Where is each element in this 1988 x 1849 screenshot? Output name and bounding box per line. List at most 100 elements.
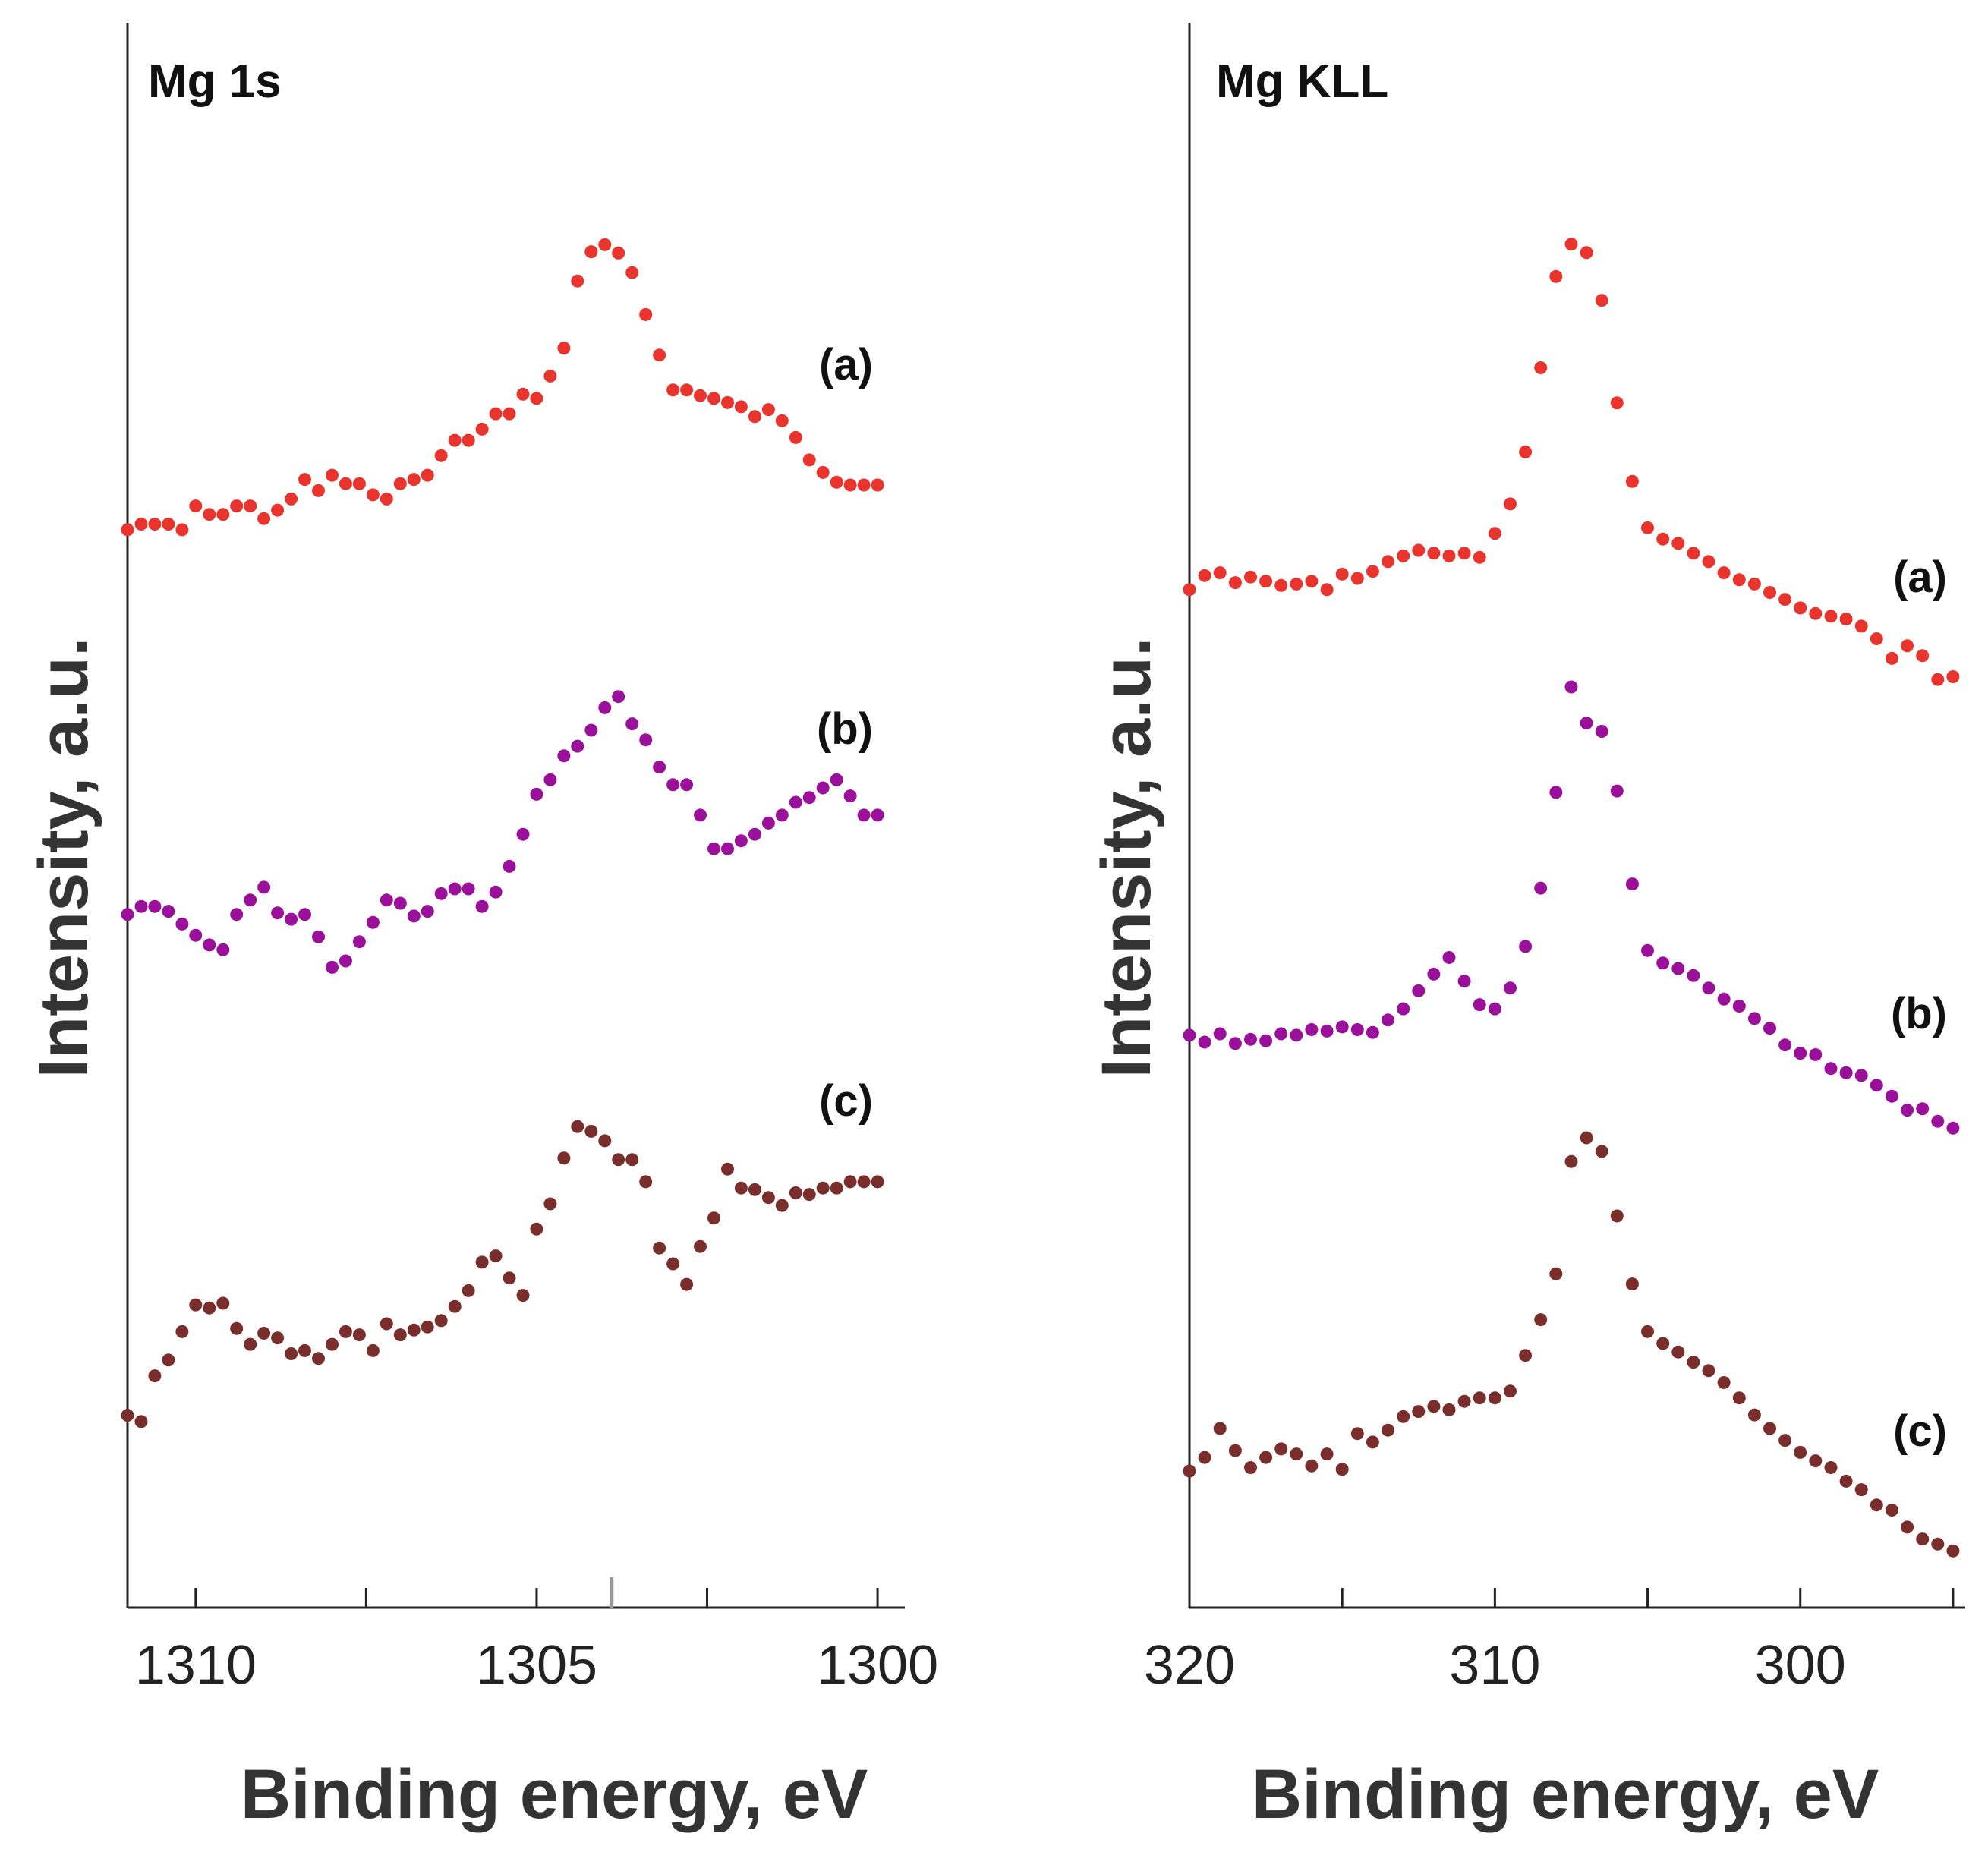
right-data-point (1473, 1391, 1486, 1405)
left-data-point (843, 1175, 857, 1189)
left-data-point (475, 1255, 489, 1269)
right-data-point (1625, 877, 1639, 891)
left-data-point (462, 882, 475, 896)
left-data-point (203, 938, 216, 952)
right-data-point (1183, 583, 1196, 597)
right-data-point (1213, 1027, 1227, 1041)
right-data-point (1763, 1022, 1776, 1035)
left-data-point (326, 468, 339, 482)
left-y-axis-title: Intensity, a.u. (25, 637, 102, 1078)
right-data-point (1916, 649, 1930, 663)
left-data-point (557, 342, 571, 355)
right-data-point (1717, 992, 1731, 1006)
left-data-point (503, 859, 516, 873)
right-data-point (1641, 521, 1654, 534)
left-data-point (134, 1415, 148, 1428)
left-data-point (543, 773, 557, 786)
left-x-tick-label: 1300 (817, 1635, 938, 1696)
left-data-point (789, 1186, 802, 1199)
left-data-point (830, 773, 843, 786)
right-data-point (1442, 1403, 1456, 1416)
right-data-point (1885, 651, 1898, 665)
left-data-point (653, 761, 666, 774)
right-data-point (1794, 601, 1807, 615)
left-data-point (802, 791, 816, 805)
left-data-point (271, 906, 285, 920)
right-data-point (1350, 1427, 1364, 1441)
right-data-point (1198, 1035, 1211, 1049)
left-data-point (748, 1183, 761, 1196)
left-data-point (871, 478, 884, 492)
right-data-point (1839, 1474, 1853, 1488)
right-data-point (1580, 1131, 1593, 1145)
left-data-point (584, 723, 598, 737)
right-data-point (1610, 784, 1624, 798)
left-data-point (871, 1175, 884, 1189)
right-data-point (1457, 1394, 1471, 1408)
right-data-point (1549, 1267, 1563, 1280)
left-data-point (734, 400, 748, 414)
right-data-point (1839, 613, 1853, 626)
left-data-point (489, 1249, 503, 1263)
right-data-point (1794, 1445, 1807, 1459)
left-data-point (366, 1343, 380, 1357)
right-data-point (1274, 1442, 1288, 1456)
left-data-point (148, 1369, 162, 1383)
right-data-point (1656, 532, 1670, 546)
left-panel-title: Mg 1s (148, 55, 282, 108)
left-data-point (612, 1153, 625, 1167)
left-data-point (639, 307, 653, 321)
right-data-point (1244, 570, 1257, 584)
right-data-point (1427, 547, 1441, 560)
right-data-point (1732, 573, 1746, 587)
right-data-point (1564, 680, 1578, 694)
right-data-point (1259, 1451, 1273, 1464)
left-data-point (857, 1175, 871, 1189)
left-data-point (434, 887, 448, 900)
right-data-point (1320, 1024, 1334, 1038)
left-series-label-b: (b) (817, 704, 873, 754)
left-data-point (666, 1257, 680, 1271)
left-data-point (366, 915, 380, 929)
left-data-point (393, 1328, 407, 1342)
left-data-point (543, 1197, 557, 1211)
left-data-point (339, 1325, 352, 1338)
left-data-point (393, 477, 407, 490)
right-data-point (1702, 1364, 1715, 1378)
left-data-point (148, 518, 162, 531)
left-data-point (271, 503, 285, 517)
right-data-point (1931, 1537, 1945, 1551)
right-data-point (1305, 575, 1319, 588)
right-data-point (1931, 1114, 1945, 1128)
left-data-point (421, 905, 434, 918)
left-data-point (216, 508, 230, 521)
left-data-point (557, 749, 571, 763)
left-data-point (462, 1284, 475, 1297)
right-data-point (1809, 1048, 1823, 1061)
right-data-point (1885, 1504, 1898, 1517)
right-data-point (1564, 1154, 1578, 1168)
left-data-point (571, 739, 584, 753)
right-data-point (1244, 1032, 1257, 1046)
left-data-point (775, 1199, 789, 1212)
right-data-point (1747, 577, 1761, 591)
right-data-point (1427, 1400, 1441, 1413)
right-data-point (1824, 1461, 1838, 1474)
right-data-point (1350, 572, 1364, 585)
left-data-point (121, 1409, 134, 1422)
left-data-point (612, 690, 625, 704)
left-data-point (203, 1301, 216, 1315)
left-data-point (598, 238, 612, 251)
left-data-point (789, 430, 802, 444)
left-data-point (462, 433, 475, 447)
left-data-point (612, 246, 625, 260)
right-data-point (1488, 527, 1501, 540)
right-data-point (1702, 555, 1715, 569)
right-data-point (1809, 606, 1823, 620)
right-data-point (1809, 1454, 1823, 1468)
left-data-point (285, 912, 298, 926)
left-x-axis-title: Binding energy, eV (241, 1756, 868, 1833)
right-data-point (1901, 1520, 1914, 1534)
right-data-point (1382, 1423, 1394, 1437)
left-data-point (285, 492, 298, 506)
